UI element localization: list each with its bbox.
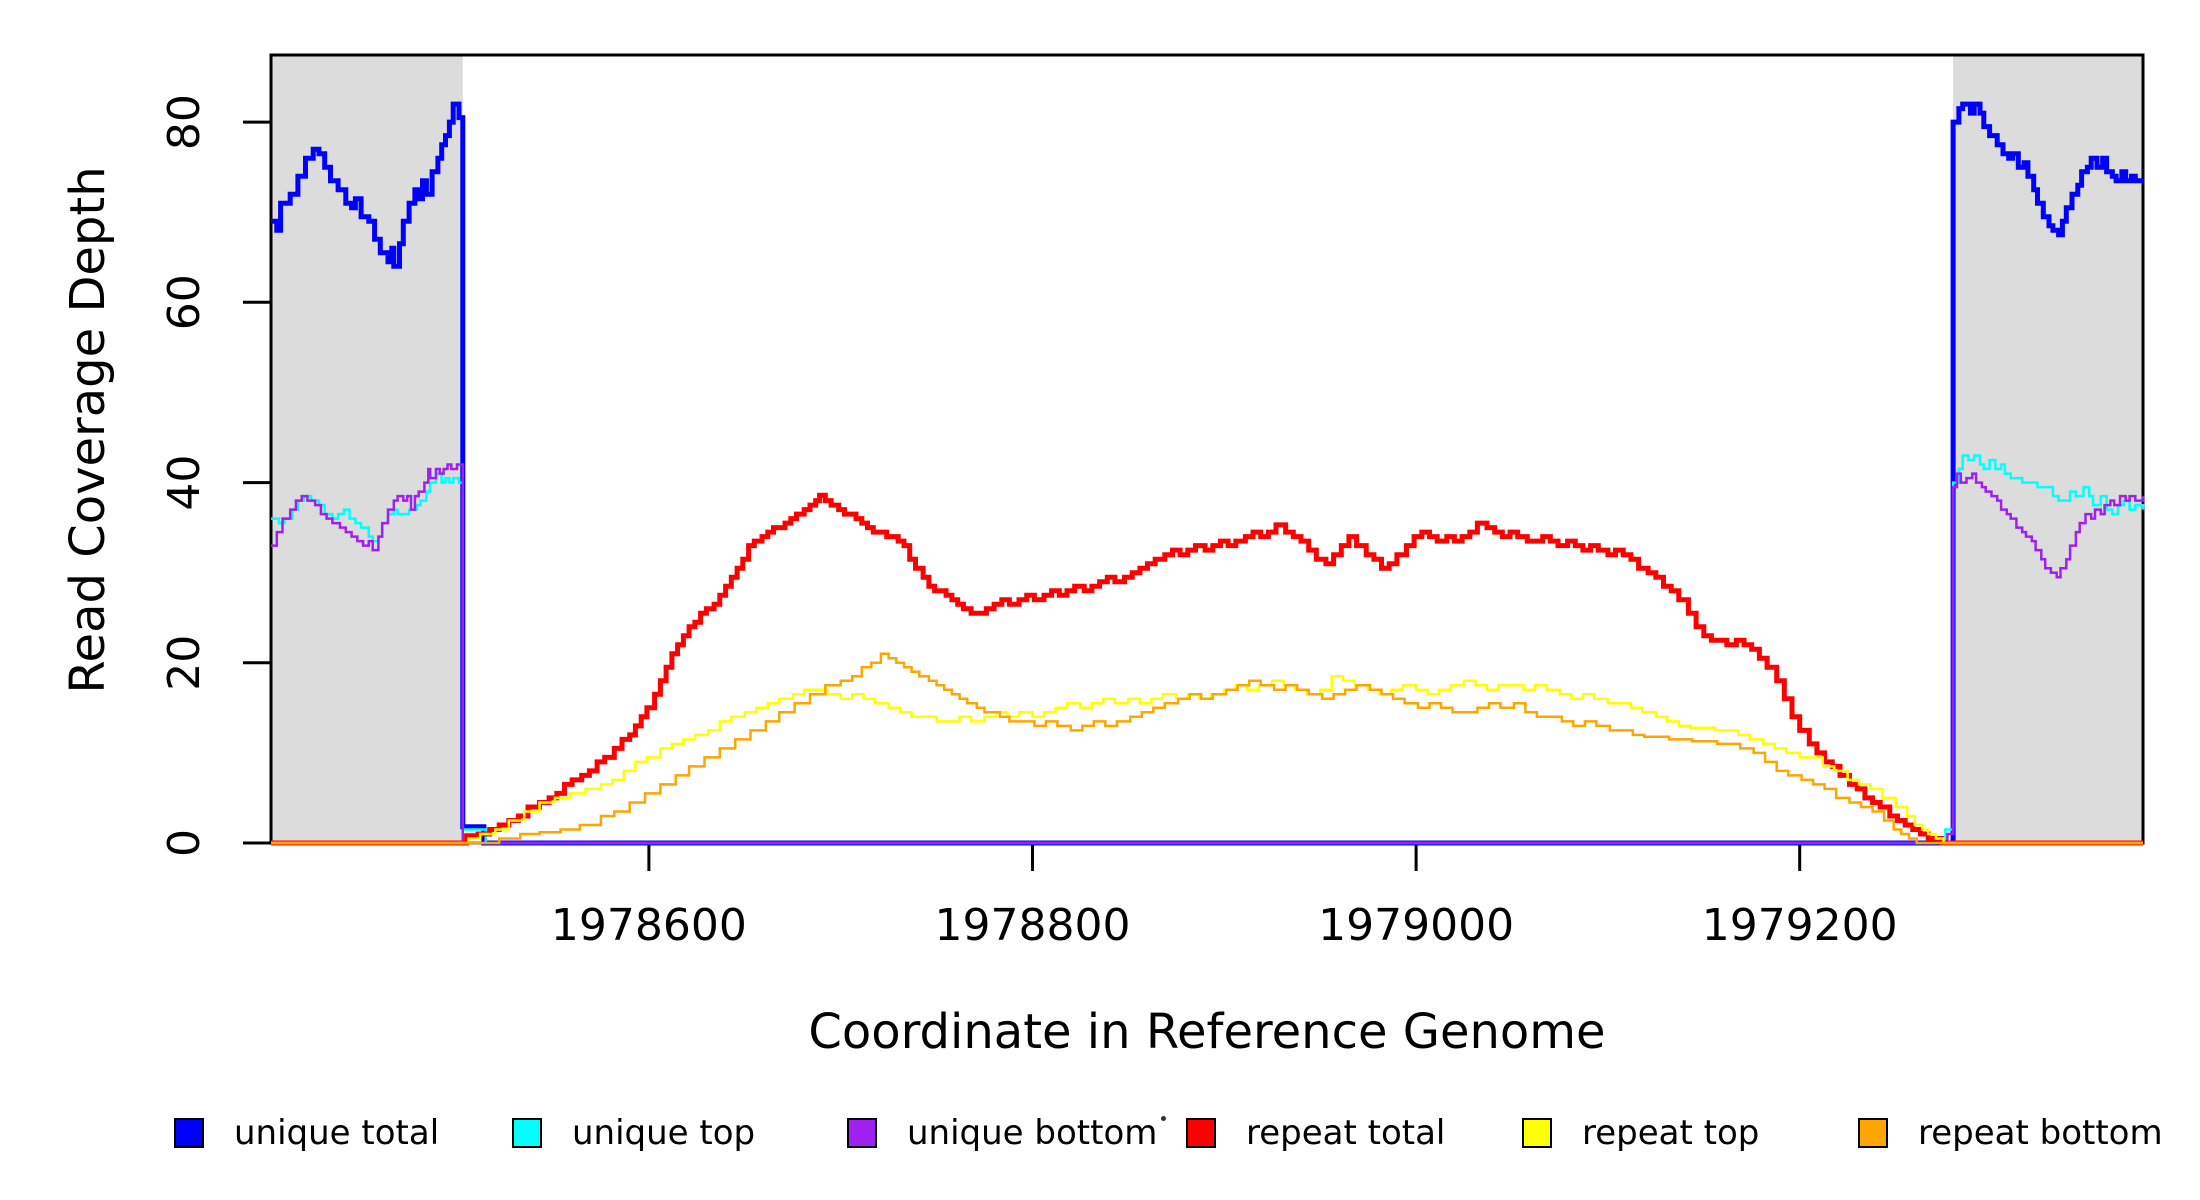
plot-box <box>269 53 2145 845</box>
y-tick-label: 60 <box>159 274 210 330</box>
x-tick-label: 1978600 <box>551 900 747 951</box>
legend-label: unique total <box>234 1113 440 1153</box>
unique-top-swatch-icon <box>512 1118 542 1148</box>
x-tick-label: 1978800 <box>935 900 1131 951</box>
y-tick-label: 80 <box>159 94 210 150</box>
legend-label: repeat bottom <box>1918 1113 2163 1153</box>
y-tick-label: 0 <box>159 829 210 857</box>
shaded-region-right <box>1953 55 2143 843</box>
series-repeat-top-line <box>271 675 2143 845</box>
legend-label: repeat total <box>1246 1113 1446 1153</box>
legend-item-unique-top: unique top <box>512 1113 755 1153</box>
series-repeat-bottom-line <box>271 652 2143 845</box>
unique-bottom-swatch-icon <box>847 1118 877 1148</box>
legend-item-repeat-top: repeat top <box>1522 1113 1759 1153</box>
legend-item-repeat-total: repeat total <box>1186 1113 1445 1153</box>
repeat-top-swatch-icon <box>1522 1118 1552 1148</box>
unique-total-swatch-icon <box>174 1118 204 1148</box>
repeat-bottom-swatch-icon <box>1858 1118 1888 1148</box>
x-tick-label: 1979000 <box>1318 900 1514 951</box>
x-tick-label: 1979200 <box>1702 900 1898 951</box>
y-axis-title: Read Coverage Depth <box>60 166 116 694</box>
series-unique-total-line <box>271 101 2143 846</box>
repeat-total-swatch-icon <box>1186 1118 1216 1148</box>
legend-label: repeat top <box>1582 1113 1760 1153</box>
legend-item-repeat-bottom: repeat bottom <box>1858 1113 2163 1153</box>
stray-dot-artifact <box>1161 1116 1166 1121</box>
legend-item-unique-bottom: unique bottom <box>847 1113 1157 1153</box>
series-unique-bottom-line <box>271 463 2145 845</box>
legend-label: unique bottom <box>907 1113 1158 1153</box>
x-axis-title: Coordinate in Reference Genome <box>808 1004 1606 1060</box>
legend-item-unique-total: unique total <box>174 1113 439 1153</box>
legend-label: unique top <box>572 1113 756 1153</box>
y-tick-label: 40 <box>159 455 210 511</box>
series-repeat-total-line <box>271 492 2143 846</box>
y-tick-label: 20 <box>159 635 210 691</box>
